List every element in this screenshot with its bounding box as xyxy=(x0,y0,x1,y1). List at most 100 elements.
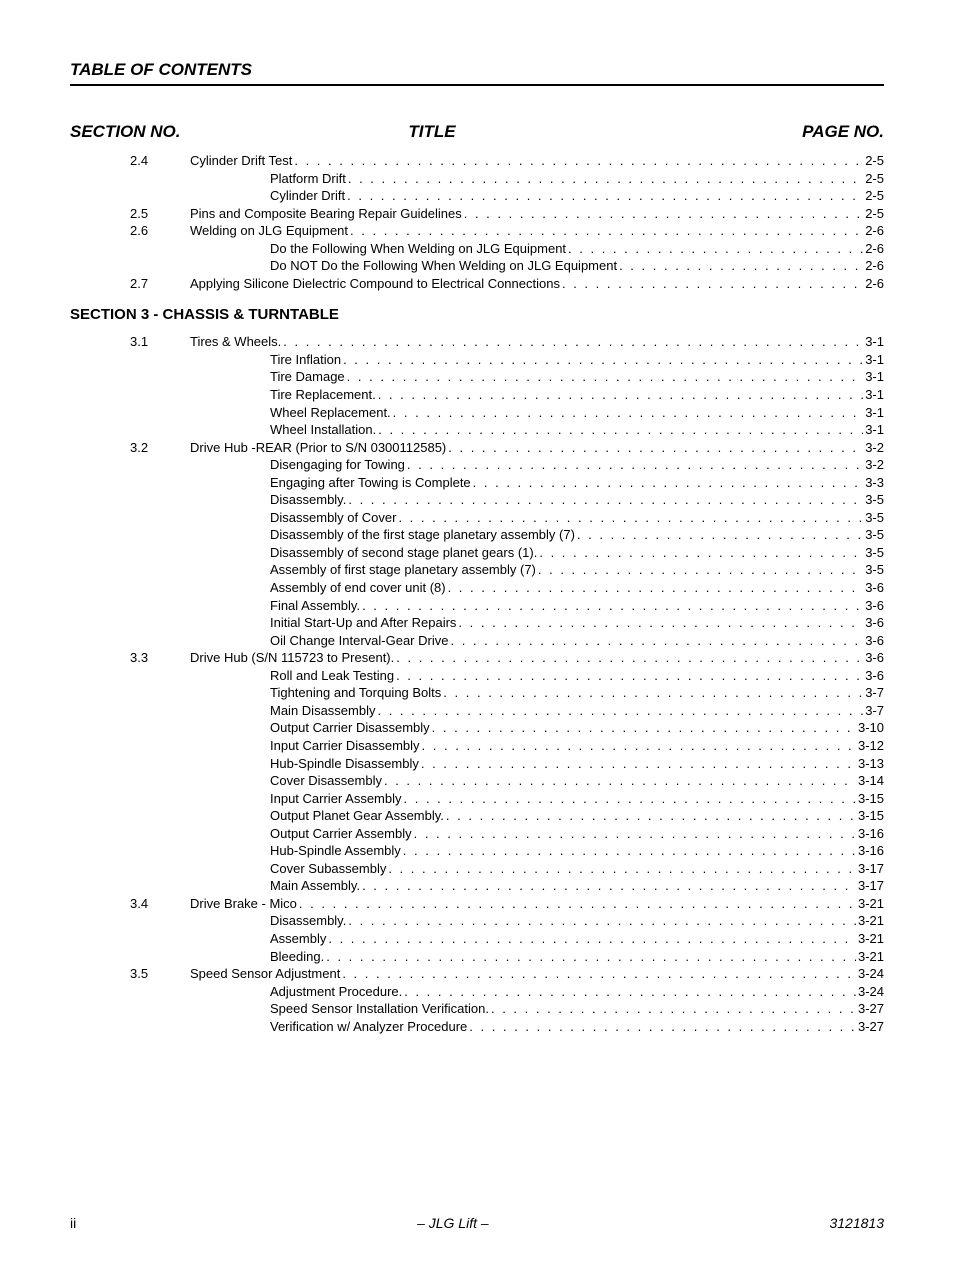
col-page-label: PAGE NO. xyxy=(764,122,884,142)
toc-leader-dots xyxy=(347,187,863,205)
toc-entry-page: 3-24 xyxy=(856,983,884,1001)
toc-leader-dots xyxy=(348,912,856,930)
toc-leader-dots xyxy=(342,965,856,983)
toc-leader-dots xyxy=(443,684,863,702)
toc-entry-title: Input Carrier Disassembly xyxy=(230,737,422,755)
toc-title-wrap: Wheel Replacement. xyxy=(230,404,863,422)
toc-entry-page: 2-6 xyxy=(863,275,884,293)
toc-entry-page: 3-1 xyxy=(863,386,884,404)
toc-entry-page: 3-27 xyxy=(856,1018,884,1036)
toc-row: 3.4Drive Brake - Mico 3-21 xyxy=(70,895,884,913)
toc-row: 3.5Speed Sensor Adjustment 3-24 xyxy=(70,965,884,983)
toc-entry-number: 2.4 xyxy=(70,152,190,170)
toc-title-wrap: Output Carrier Disassembly xyxy=(230,719,856,737)
toc-entry-page: 3-15 xyxy=(856,807,884,825)
toc-entry-number: 3.4 xyxy=(70,895,190,913)
toc-entry-title: Do the Following When Welding on JLG Equ… xyxy=(230,240,568,258)
toc-title-wrap: Input Carrier Assembly xyxy=(230,790,856,808)
toc-title-wrap: Do NOT Do the Following When Welding on … xyxy=(230,257,863,275)
toc-leader-dots xyxy=(538,561,863,579)
toc-entry-page: 3-17 xyxy=(856,860,884,878)
toc-title-wrap: Final Assembly. xyxy=(230,597,863,615)
toc-row: Hub-Spindle Disassembly 3-13 xyxy=(70,755,884,773)
toc-leader-dots xyxy=(539,544,863,562)
toc-leader-dots xyxy=(404,790,856,808)
toc-entry-page: 3-1 xyxy=(863,333,884,351)
toc-leader-dots xyxy=(469,1018,856,1036)
toc-entry-title: Speed Sensor Adjustment xyxy=(190,965,342,983)
toc-row: 3.2Drive Hub -REAR (Prior to S/N 0300112… xyxy=(70,439,884,457)
toc-title-wrap: Wheel Installation. xyxy=(230,421,863,439)
toc-entry-title: Disassembly of Cover xyxy=(230,509,398,527)
toc-title-wrap: Pins and Composite Bearing Repair Guidel… xyxy=(190,205,863,223)
toc-leader-dots xyxy=(393,404,864,422)
toc-entry-page: 3-16 xyxy=(856,842,884,860)
toc-leader-dots xyxy=(326,948,856,966)
toc-entry-title: Speed Sensor Installation Verification. xyxy=(230,1000,491,1018)
toc-row: Do NOT Do the Following When Welding on … xyxy=(70,257,884,275)
toc-leader-dots xyxy=(577,526,863,544)
toc-title-wrap: Output Carrier Assembly xyxy=(230,825,856,843)
toc-entry-title: Tire Damage xyxy=(230,368,347,386)
toc-entry-page: 3-6 xyxy=(863,667,884,685)
page-header: TABLE OF CONTENTS xyxy=(70,60,884,86)
col-title-label: TITLE xyxy=(100,122,764,142)
toc-entry-page: 2-5 xyxy=(863,152,884,170)
toc-title-wrap: Roll and Leak Testing xyxy=(230,667,863,685)
toc-entry-title: Cylinder Drift xyxy=(230,187,347,205)
toc-row: Assembly of end cover unit (8) 3-6 xyxy=(70,579,884,597)
toc-entry-title: Do NOT Do the Following When Welding on … xyxy=(230,257,619,275)
toc-title-wrap: Main Assembly. xyxy=(230,877,856,895)
toc-row: 2.6Welding on JLG Equipment 2-6 xyxy=(70,222,884,240)
toc-title-wrap: Tire Damage xyxy=(230,368,863,386)
footer-center: – JLG Lift – xyxy=(417,1215,489,1231)
toc-leader-dots xyxy=(568,240,863,258)
toc-row: Initial Start-Up and After Repairs 3-6 xyxy=(70,614,884,632)
toc-row: Cylinder Drift 2-5 xyxy=(70,187,884,205)
toc-title-wrap: Do the Following When Welding on JLG Equ… xyxy=(230,240,863,258)
toc-row: Assembly of first stage planetary assemb… xyxy=(70,561,884,579)
toc-title-wrap: Disassembly of Cover xyxy=(230,509,863,527)
toc-entry-title: Final Assembly. xyxy=(230,597,362,615)
toc-entry-title: Platform Drift xyxy=(230,170,348,188)
toc-entry-number: 2.6 xyxy=(70,222,190,240)
toc-entry-page: 3-7 xyxy=(863,702,884,720)
toc-title-wrap: Tire Replacement. xyxy=(230,386,863,404)
toc-leader-dots xyxy=(283,333,863,351)
toc-entry-page: 3-27 xyxy=(856,1000,884,1018)
toc-title-wrap: Applying Silicone Dielectric Compound to… xyxy=(190,275,863,293)
toc-leader-dots xyxy=(328,930,856,948)
toc-row: Hub-Spindle Assembly 3-16 xyxy=(70,842,884,860)
toc-leader-dots xyxy=(384,772,856,790)
toc-title-wrap: Disassembly of second stage planet gears… xyxy=(230,544,863,562)
toc-entry-title: Cover Disassembly xyxy=(230,772,384,790)
toc-leader-dots xyxy=(377,702,863,720)
toc-row: Bleeding. 3-21 xyxy=(70,948,884,966)
toc-title-wrap: Drive Hub -REAR (Prior to S/N 0300112585… xyxy=(190,439,863,457)
toc-block: 2.4Cylinder Drift Test 2-5 Platform Drift… xyxy=(70,152,884,292)
toc-entry-title: Welding on JLG Equipment xyxy=(190,222,350,240)
toc-entry-title: Output Planet Gear Assembly. xyxy=(230,807,446,825)
toc-title-wrap: Cover Subassembly xyxy=(230,860,856,878)
toc-entry-title: Main Disassembly xyxy=(230,702,377,720)
toc-title-wrap: Cylinder Drift Test xyxy=(190,152,863,170)
toc-entry-title: Drive Hub -REAR (Prior to S/N 0300112585… xyxy=(190,439,448,457)
toc-title-wrap: Tightening and Torquing Bolts xyxy=(230,684,863,702)
toc-row: Disassembly. 3-5 xyxy=(70,491,884,509)
toc-title-wrap: Initial Start-Up and After Repairs xyxy=(230,614,863,632)
toc-entry-page: 2-6 xyxy=(863,257,884,275)
page-footer: ii – JLG Lift – 3121813 xyxy=(70,1215,884,1231)
toc-row: Roll and Leak Testing 3-6 xyxy=(70,667,884,685)
toc-title-wrap: Hub-Spindle Disassembly xyxy=(230,755,856,773)
toc-row: Output Carrier Disassembly 3-10 xyxy=(70,719,884,737)
toc-title-wrap: Assembly xyxy=(230,930,856,948)
toc-entry-title: Disengaging for Towing xyxy=(230,456,407,474)
toc-row: Cover Subassembly 3-17 xyxy=(70,860,884,878)
toc-entry-title: Input Carrier Assembly xyxy=(230,790,404,808)
toc-title-wrap: Assembly of first stage planetary assemb… xyxy=(230,561,863,579)
toc-entry-title: Main Assembly. xyxy=(230,877,362,895)
toc-leader-dots xyxy=(362,597,863,615)
toc-entry-title: Tire Inflation xyxy=(230,351,343,369)
toc-row: Final Assembly. 3-6 xyxy=(70,597,884,615)
toc-entry-page: 3-15 xyxy=(856,790,884,808)
